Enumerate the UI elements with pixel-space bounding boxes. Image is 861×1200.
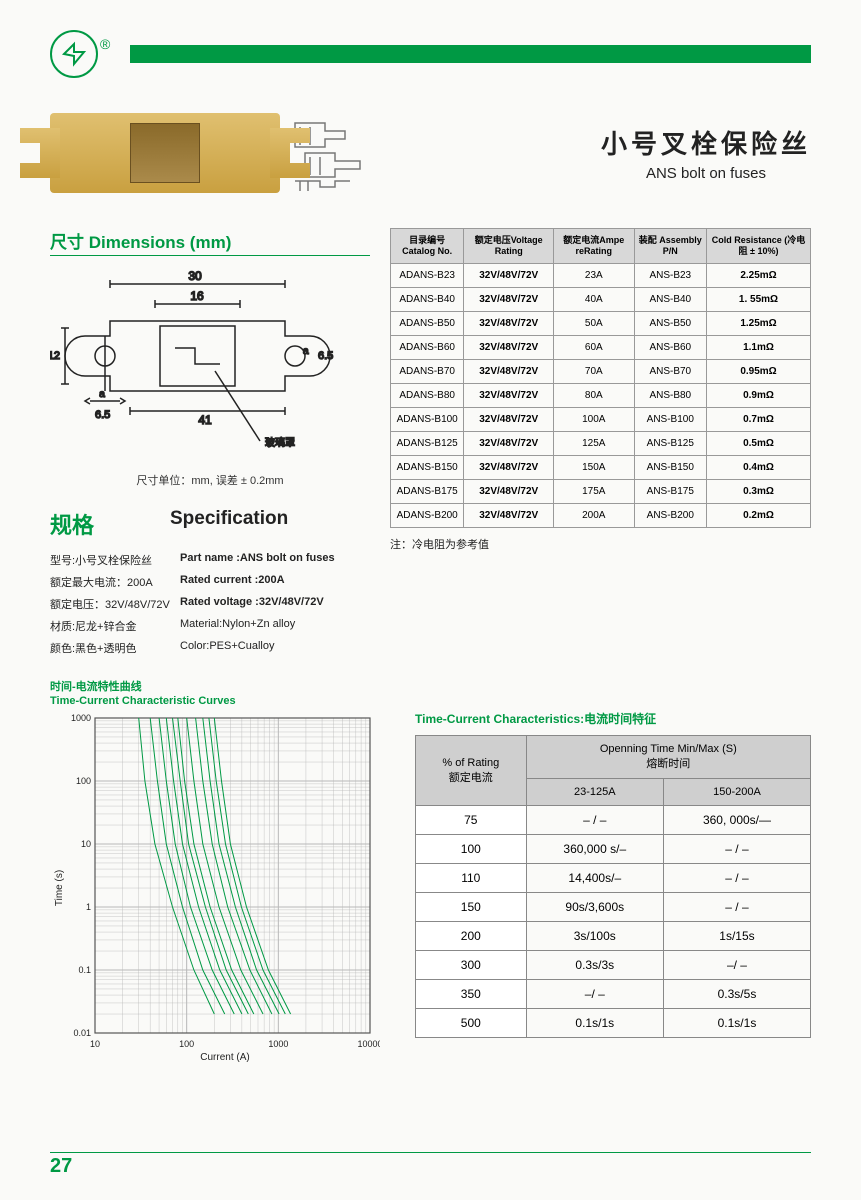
table-header: 装配 Assembly P/N	[634, 229, 706, 264]
spec-label-en: Rated voltage :32V/48V/72V	[180, 596, 324, 612]
svg-text:30: 30	[188, 269, 202, 283]
spec-heading-cn: 规格	[50, 508, 170, 540]
svg-text:100: 100	[76, 776, 91, 786]
spec-label-cn: 额定最大电流：200A	[50, 574, 180, 590]
svg-text:10000: 10000	[357, 1039, 380, 1049]
product-title: 小号叉栓保险丝 ANS bolt on fuses	[601, 124, 811, 182]
spec-label-en: Part name :ANS bolt on fuses	[180, 552, 335, 568]
table-row: 2003s/100s1s/15s	[416, 922, 811, 951]
tc-table-title: Time-Current Characteristics:电流时间特征	[415, 710, 811, 727]
title-en: ANS bolt on fuses	[601, 165, 811, 182]
svg-text:1000: 1000	[268, 1039, 288, 1049]
svg-text:a: a	[303, 346, 309, 357]
svg-text:Time (s): Time (s)	[54, 869, 65, 905]
svg-text:玻璃罩: 玻璃罩	[265, 436, 295, 449]
dimensions-heading: 尺寸 Dimensions (mm)	[50, 228, 370, 256]
spec-heading-en: Specification	[170, 508, 288, 540]
table-row: ADANS-B15032V/48V/72V150AANS-B1500.4mΩ	[391, 455, 811, 479]
svg-text:41: 41	[198, 413, 212, 427]
table-row: ADANS-B8032V/48V/72V80AANS-B800.9mΩ	[391, 383, 811, 407]
svg-text:Current (A): Current (A)	[200, 1052, 249, 1063]
svg-text:100: 100	[179, 1039, 194, 1049]
svg-text:16: 16	[190, 289, 204, 303]
table-header: 额定电压Voltage Rating	[464, 229, 554, 264]
table-row: ADANS-B6032V/48V/72V60AANS-B601.1mΩ	[391, 335, 811, 359]
tc-table: % of Rating 额定电流 Openning Time Min/Max (…	[415, 735, 811, 1038]
svg-text:12: 12	[50, 350, 60, 362]
page-number: 27	[50, 1155, 72, 1177]
svg-text:1000: 1000	[71, 713, 91, 723]
registered-mark: ®	[100, 36, 110, 52]
svg-text:6.5: 6.5	[95, 409, 110, 421]
dimension-drawing: 30 16 12 6.5 a a	[50, 266, 340, 466]
table-row: 3000.3s/3s–/ –	[416, 951, 811, 980]
svg-text:6.5: 6.5	[318, 350, 333, 362]
table-row: ADANS-B2332V/48V/72V23AANS-B232.25mΩ	[391, 263, 811, 287]
time-current-chart: 10 100 1000 10000 0.01 0.1 1 10 100 1000 Current (…	[50, 713, 380, 1063]
spec-table: 型号:小号叉栓保险丝Part name :ANS bolt on fuses额定…	[50, 552, 370, 656]
table-row: ADANS-B12532V/48V/72V125AANS-B1250.5mΩ	[391, 431, 811, 455]
brand-logo	[50, 30, 98, 78]
svg-text:10: 10	[81, 839, 91, 849]
page-footer: 27	[50, 1152, 811, 1178]
spec-label-en: Rated current :200A	[180, 574, 285, 590]
table-row: ADANS-B4032V/48V/72V40AANS-B401. 55mΩ	[391, 287, 811, 311]
dimension-caption: 尺寸单位：mm, 误差 ± 0.2mm	[50, 472, 370, 488]
svg-text:a: a	[99, 389, 105, 400]
spec-label-cn: 颜色:黑色+透明色	[50, 640, 180, 656]
spec-label-en: Material:Nylon+Zn alloy	[180, 618, 295, 634]
table-row: ADANS-B7032V/48V/72V70AANS-B700.95mΩ	[391, 359, 811, 383]
table-row: 5000.1s/1s0.1s/1s	[416, 1009, 811, 1038]
product-image	[50, 103, 390, 203]
table-row: 15090s/3,600s– / –	[416, 893, 811, 922]
table-row: 11014,400s/–– / –	[416, 864, 811, 893]
chart-title: 时间-电流特性曲线Time-Current Characteristic Cur…	[50, 680, 390, 709]
svg-text:0.1: 0.1	[78, 965, 91, 975]
table-row: 75– / –360, 000s/—	[416, 806, 811, 835]
table-row: 100360,000 s/–– / –	[416, 835, 811, 864]
table-header: Cold Resistance (冷电阻 ± 10%)	[707, 229, 811, 264]
title-cn: 小号叉栓保险丝	[601, 124, 811, 161]
header-bar	[130, 45, 811, 63]
svg-text:10: 10	[90, 1039, 100, 1049]
svg-text:0.01: 0.01	[73, 1028, 91, 1038]
table-row: ADANS-B17532V/48V/72V175AANS-B1750.3mΩ	[391, 479, 811, 503]
table-row: ADANS-B5032V/48V/72V50AANS-B501.25mΩ	[391, 311, 811, 335]
spec-label-cn: 额定电压：32V/48V/72V	[50, 596, 180, 612]
table-header: 目录编号Catalog No.	[391, 229, 464, 264]
table-header: 额定电流Ampe reRating	[554, 229, 635, 264]
catalog-table: 目录编号Catalog No.额定电压Voltage Rating额定电流Amp…	[390, 228, 811, 528]
page-header: ®	[50, 30, 811, 78]
table-note: 注：冷电阻为参考值	[390, 536, 811, 552]
table-row: ADANS-B10032V/48V/72V100AANS-B1000.7mΩ	[391, 407, 811, 431]
spec-label-cn: 材质:尼龙+锌合金	[50, 618, 180, 634]
spec-label-en: Color:PES+Cualloy	[180, 640, 274, 656]
spec-label-cn: 型号:小号叉栓保险丝	[50, 552, 180, 568]
table-row: 350–/ –0.3s/5s	[416, 980, 811, 1009]
svg-text:1: 1	[86, 902, 91, 912]
table-row: ADANS-B20032V/48V/72V200AANS-B2000.2mΩ	[391, 503, 811, 527]
